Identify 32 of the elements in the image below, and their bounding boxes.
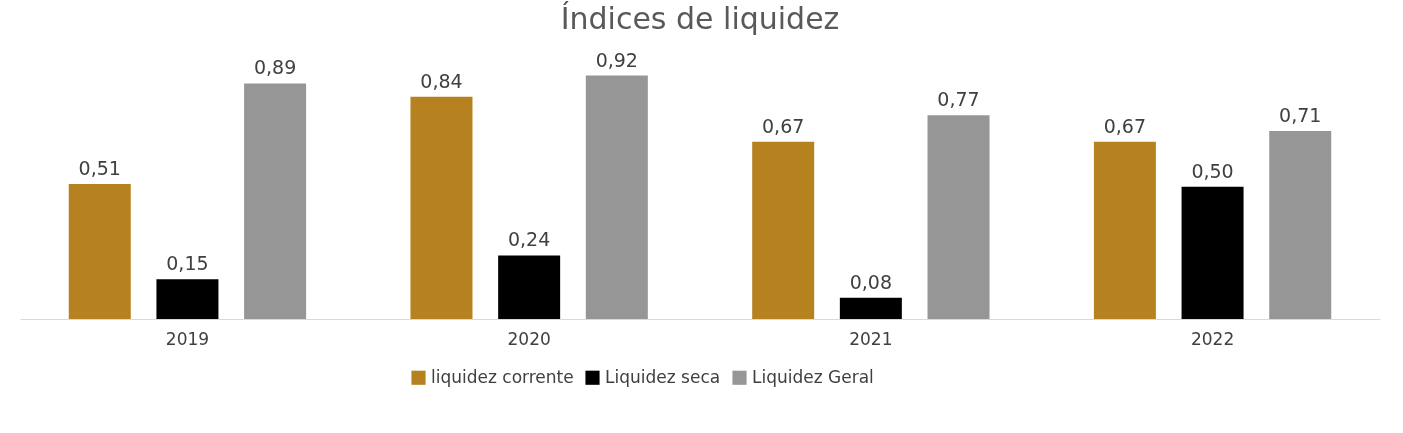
data-label: 0,77 xyxy=(937,88,980,111)
data-label: 0,08 xyxy=(849,270,893,293)
bar xyxy=(927,115,990,319)
data-label: 0,51 xyxy=(78,157,121,180)
bar xyxy=(752,141,815,319)
data-label: 0,84 xyxy=(420,69,463,92)
data-label: 0,71 xyxy=(1279,104,1322,127)
bar xyxy=(839,297,902,319)
data-label: 0,24 xyxy=(507,228,551,251)
legend-label: Liquidez Geral xyxy=(752,366,874,387)
bar xyxy=(68,184,131,319)
bar xyxy=(410,96,473,319)
bar xyxy=(1181,186,1244,319)
data-label: 0,92 xyxy=(595,48,638,71)
data-label: 0,89 xyxy=(253,56,297,79)
bar xyxy=(1269,131,1332,319)
bar xyxy=(156,279,219,319)
legend-label: liquidez corrente xyxy=(431,366,574,387)
bar xyxy=(244,83,307,319)
bar xyxy=(585,75,648,319)
x-tick-label: 2022 xyxy=(1190,328,1235,349)
chart-title: Índices de liquidez xyxy=(560,1,840,36)
x-tick-label: 2021 xyxy=(849,328,893,349)
data-label: 0,67 xyxy=(762,114,805,137)
bar xyxy=(498,255,561,319)
data-label: 0,50 xyxy=(1191,159,1234,182)
data-label: 0,67 xyxy=(1103,114,1147,137)
data-label: 0,15 xyxy=(166,252,209,275)
bar xyxy=(1093,141,1156,319)
legend-label: Liquidez seca xyxy=(605,366,721,387)
x-tick-label: 2020 xyxy=(507,328,551,349)
x-tick-label: 2019 xyxy=(165,328,210,349)
